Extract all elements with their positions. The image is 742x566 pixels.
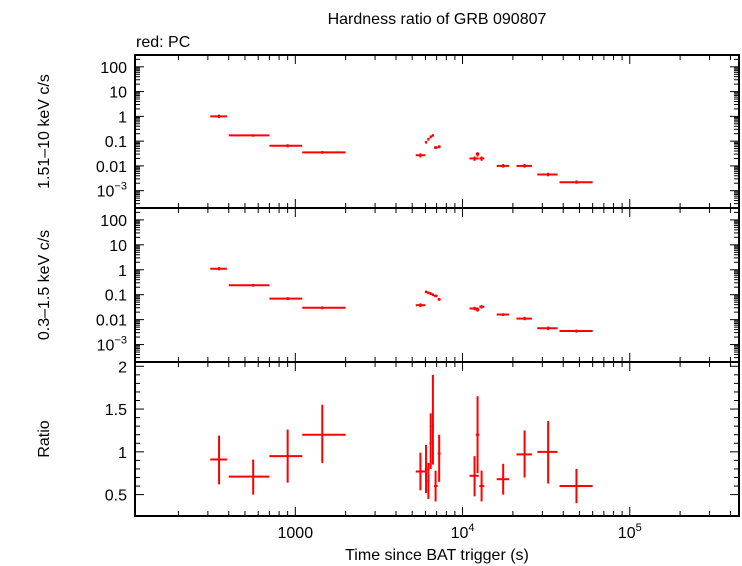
panel-hard-y-ticks: [135, 54, 739, 209]
y-tick-label: 1: [118, 445, 127, 462]
data-point: [431, 293, 434, 297]
data-point: [475, 152, 480, 157]
data-point: [479, 305, 485, 309]
panel-hard-series: [210, 114, 593, 184]
data-point: [496, 313, 510, 316]
panel-ratio: 2 1.5 1 0.5 Ratio: [36, 359, 740, 517]
data-point: [415, 303, 426, 308]
data-point: [228, 459, 270, 495]
data-point: [427, 291, 430, 295]
data-point: [431, 374, 434, 465]
data-point: [269, 297, 303, 301]
data-point: [415, 153, 426, 158]
data-point: [424, 290, 428, 294]
data-point: [424, 141, 428, 144]
data-point: [429, 292, 432, 296]
chart-subtitle: red: PC: [136, 34, 190, 51]
y-tick-label: 0.5: [105, 488, 127, 505]
data-point: [433, 294, 438, 298]
data-point: [269, 429, 303, 483]
data-point: [433, 470, 438, 502]
data-point: [537, 326, 558, 331]
data-point: [210, 267, 227, 271]
data-point: [427, 462, 430, 499]
data-point: [427, 137, 430, 141]
data-point: [496, 163, 510, 168]
y-tick-label: 10: [109, 238, 127, 255]
y-tick-label: 0.1: [105, 134, 127, 151]
y-tick-label: 10: [109, 85, 127, 102]
data-point: [210, 435, 227, 485]
data-point: [210, 114, 227, 119]
y-tick-label: 1: [118, 263, 127, 280]
data-point: [479, 470, 485, 502]
y-tick-label: 2: [118, 359, 127, 376]
data-point: [437, 297, 441, 301]
panel-ratio-series: [210, 374, 593, 504]
data-point: [429, 413, 432, 469]
data-point: [424, 444, 428, 493]
x-axis-label: Time since BAT trigger (s): [345, 547, 529, 564]
data-point: [537, 421, 558, 484]
data-point: [516, 430, 532, 478]
panel-hard-y-axis-label: 1.51–10 keV c/s: [36, 74, 53, 189]
data-point: [302, 306, 346, 310]
y-tick-label: 100: [100, 213, 127, 230]
data-point: [302, 150, 346, 154]
data-point: [475, 307, 480, 312]
panel-soft-y-axis-label: 0.3–1.5 keV c/s: [36, 230, 53, 340]
data-point: [433, 146, 438, 150]
data-point: [228, 283, 270, 287]
data-point: [469, 456, 479, 497]
y-tick-label: 0.01: [96, 313, 127, 330]
panel-soft-series: [210, 267, 593, 333]
data-point: [475, 396, 480, 474]
data-point: [559, 329, 593, 333]
data-point: [559, 468, 593, 504]
data-point: [496, 463, 510, 495]
data-point: [537, 172, 558, 177]
data-point: [479, 156, 485, 161]
y-tick-label: 100: [100, 60, 127, 77]
data-point: [429, 135, 432, 139]
panel-soft-y-ticks: [135, 207, 739, 363]
data-point: [302, 404, 346, 463]
data-point: [516, 163, 532, 168]
data-point: [437, 434, 441, 482]
data-point: [228, 134, 270, 137]
data-point: [269, 144, 303, 148]
panel-ratio-y-ticks: [135, 365, 739, 496]
y-tick-label: 0.1: [105, 288, 127, 305]
y-tick-label: 1: [118, 109, 127, 126]
y-tick-label: 0.01: [96, 159, 127, 176]
x-tick-label: 1000: [278, 525, 314, 542]
chart-title: Hardness ratio of GRB 090807: [328, 11, 547, 28]
data-point: [559, 180, 593, 184]
data-point: [516, 316, 532, 321]
data-point: [415, 452, 426, 491]
data-point: [437, 145, 441, 149]
data-point: [469, 156, 479, 161]
data-point: [431, 134, 434, 137]
panel-ratio-y-axis-label: Ratio: [36, 420, 53, 457]
y-tick-label: 1.5: [105, 402, 127, 419]
